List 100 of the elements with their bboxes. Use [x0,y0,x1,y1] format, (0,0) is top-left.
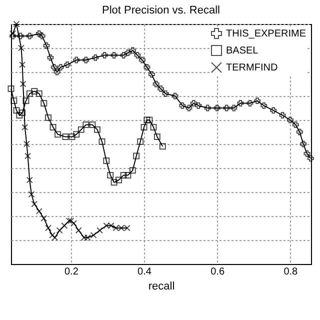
point [19,110,26,116]
point [154,134,160,140]
point [120,52,127,58]
point [36,30,42,37]
point [18,44,24,52]
point [150,124,157,130]
point [62,134,69,140]
point [195,102,202,109]
point [68,218,74,224]
point [13,20,20,28]
point [45,114,52,121]
point [26,32,33,40]
point [61,222,68,229]
point [223,104,230,112]
point [140,124,148,130]
point [19,62,26,68]
point [129,167,136,174]
point [20,80,26,88]
point [103,158,110,164]
point [133,152,140,160]
point [28,191,35,198]
point [292,122,299,128]
point [152,80,160,88]
point [26,176,33,184]
point [237,100,244,106]
point [144,64,150,70]
point [82,56,90,64]
point [31,88,38,94]
legend-label: THIS_EXPERIME [226,28,306,40]
point [45,224,52,232]
x-tick-label: 0.6 [210,266,225,278]
point [101,52,108,58]
point [26,90,33,97]
point [73,131,80,138]
x-axis-title: recall [148,280,175,292]
point [270,107,277,114]
point [64,62,71,68]
point [134,52,141,58]
point [38,32,46,40]
point [254,98,261,104]
point [98,138,106,145]
point [49,232,56,238]
point [144,116,150,124]
point [124,50,132,56]
point [124,172,132,178]
point [78,126,84,133]
x-tick-label: 0.2 [64,266,79,278]
point [17,32,24,40]
point [50,64,58,70]
point [43,42,50,49]
point [300,140,307,148]
point [10,32,16,40]
point [260,102,268,109]
legend-label: BASEL [226,46,259,56]
point [190,100,197,106]
point [54,68,60,76]
point [286,116,294,124]
point [307,155,314,162]
point [13,107,20,114]
point [92,54,99,61]
point [172,92,178,100]
point [146,116,153,124]
point [107,172,114,178]
point [10,98,18,104]
point [23,140,30,148]
point [304,150,310,157]
point [296,128,303,136]
point [75,227,82,234]
point [159,143,166,150]
point [22,98,30,104]
point [204,104,211,112]
point [54,131,62,138]
point [80,234,88,241]
point [162,90,169,97]
point [68,134,76,140]
point [148,71,155,78]
point [246,100,254,106]
point [40,215,48,222]
point [40,100,48,106]
point [24,152,32,160]
point [52,234,58,241]
legend-label: TERMFIND [226,62,278,74]
point [73,56,80,64]
point [57,64,64,70]
point [120,172,127,178]
point [96,227,104,234]
point [158,86,164,92]
point [230,104,238,112]
x-tick-label: 0.8 [284,266,298,278]
point [82,122,90,128]
point [116,176,122,184]
point [129,47,136,54]
point [31,200,38,208]
point [186,104,192,112]
point [214,104,220,112]
point [36,90,42,97]
point [279,112,286,118]
point [89,122,96,128]
point [8,86,14,92]
point [110,179,118,186]
